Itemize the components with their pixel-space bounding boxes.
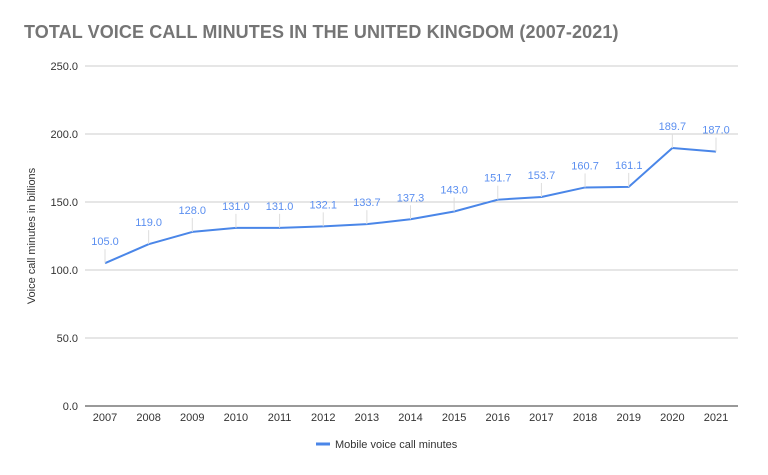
y-tick-label: 150.0 <box>50 197 78 209</box>
data-label: 105.0 <box>91 236 119 248</box>
data-label: 131.0 <box>266 201 294 213</box>
data-label: 160.7 <box>571 160 599 172</box>
x-tick-label: 2016 <box>486 412 510 424</box>
x-tick-label: 2007 <box>93 412 117 424</box>
y-tick-label: 100.0 <box>50 265 78 277</box>
x-tick-label: 2017 <box>529 412 553 424</box>
x-tick-label: 2012 <box>311 412 335 424</box>
y-tick-label: 0.0 <box>63 401 78 413</box>
data-label: 133.7 <box>353 197 381 209</box>
data-label: 128.0 <box>179 205 207 217</box>
x-tick-label: 2010 <box>224 412 248 424</box>
y-axis-label: Voice call minutes in billions <box>26 167 38 304</box>
x-tick-label: 2013 <box>355 412 379 424</box>
data-label: 131.0 <box>222 201 250 213</box>
data-label: 137.3 <box>397 192 425 204</box>
data-label: 187.0 <box>702 125 730 137</box>
data-label: 161.1 <box>615 160 643 172</box>
x-tick-label: 2020 <box>660 412 684 424</box>
x-tick-label: 2021 <box>704 412 728 424</box>
data-label: 119.0 <box>135 217 162 229</box>
legend-label: Mobile voice call minutes <box>335 439 458 451</box>
data-label: 151.7 <box>484 173 512 185</box>
chart-title: TOTAL VOICE CALL MINUTES IN THE UNITED K… <box>24 22 619 42</box>
legend[interactable]: Mobile voice call minutes <box>316 439 458 451</box>
y-tick-label: 200.0 <box>50 129 78 141</box>
data-label: 153.7 <box>528 170 556 182</box>
x-tick-label: 2009 <box>180 412 204 424</box>
data-label: 132.1 <box>309 199 337 211</box>
x-tick-label: 2011 <box>268 412 292 424</box>
x-tick-label: 2014 <box>398 412 422 424</box>
x-tick-label: 2018 <box>573 412 597 424</box>
x-tick-label: 2008 <box>136 412 160 424</box>
data-label: 143.0 <box>440 185 468 197</box>
data-label: 189.7 <box>659 121 687 133</box>
y-tick-label: 250.0 <box>50 61 78 73</box>
x-tick-label: 2019 <box>616 412 640 424</box>
x-tick-label: 2015 <box>442 412 466 424</box>
y-tick-label: 50.0 <box>57 333 78 345</box>
